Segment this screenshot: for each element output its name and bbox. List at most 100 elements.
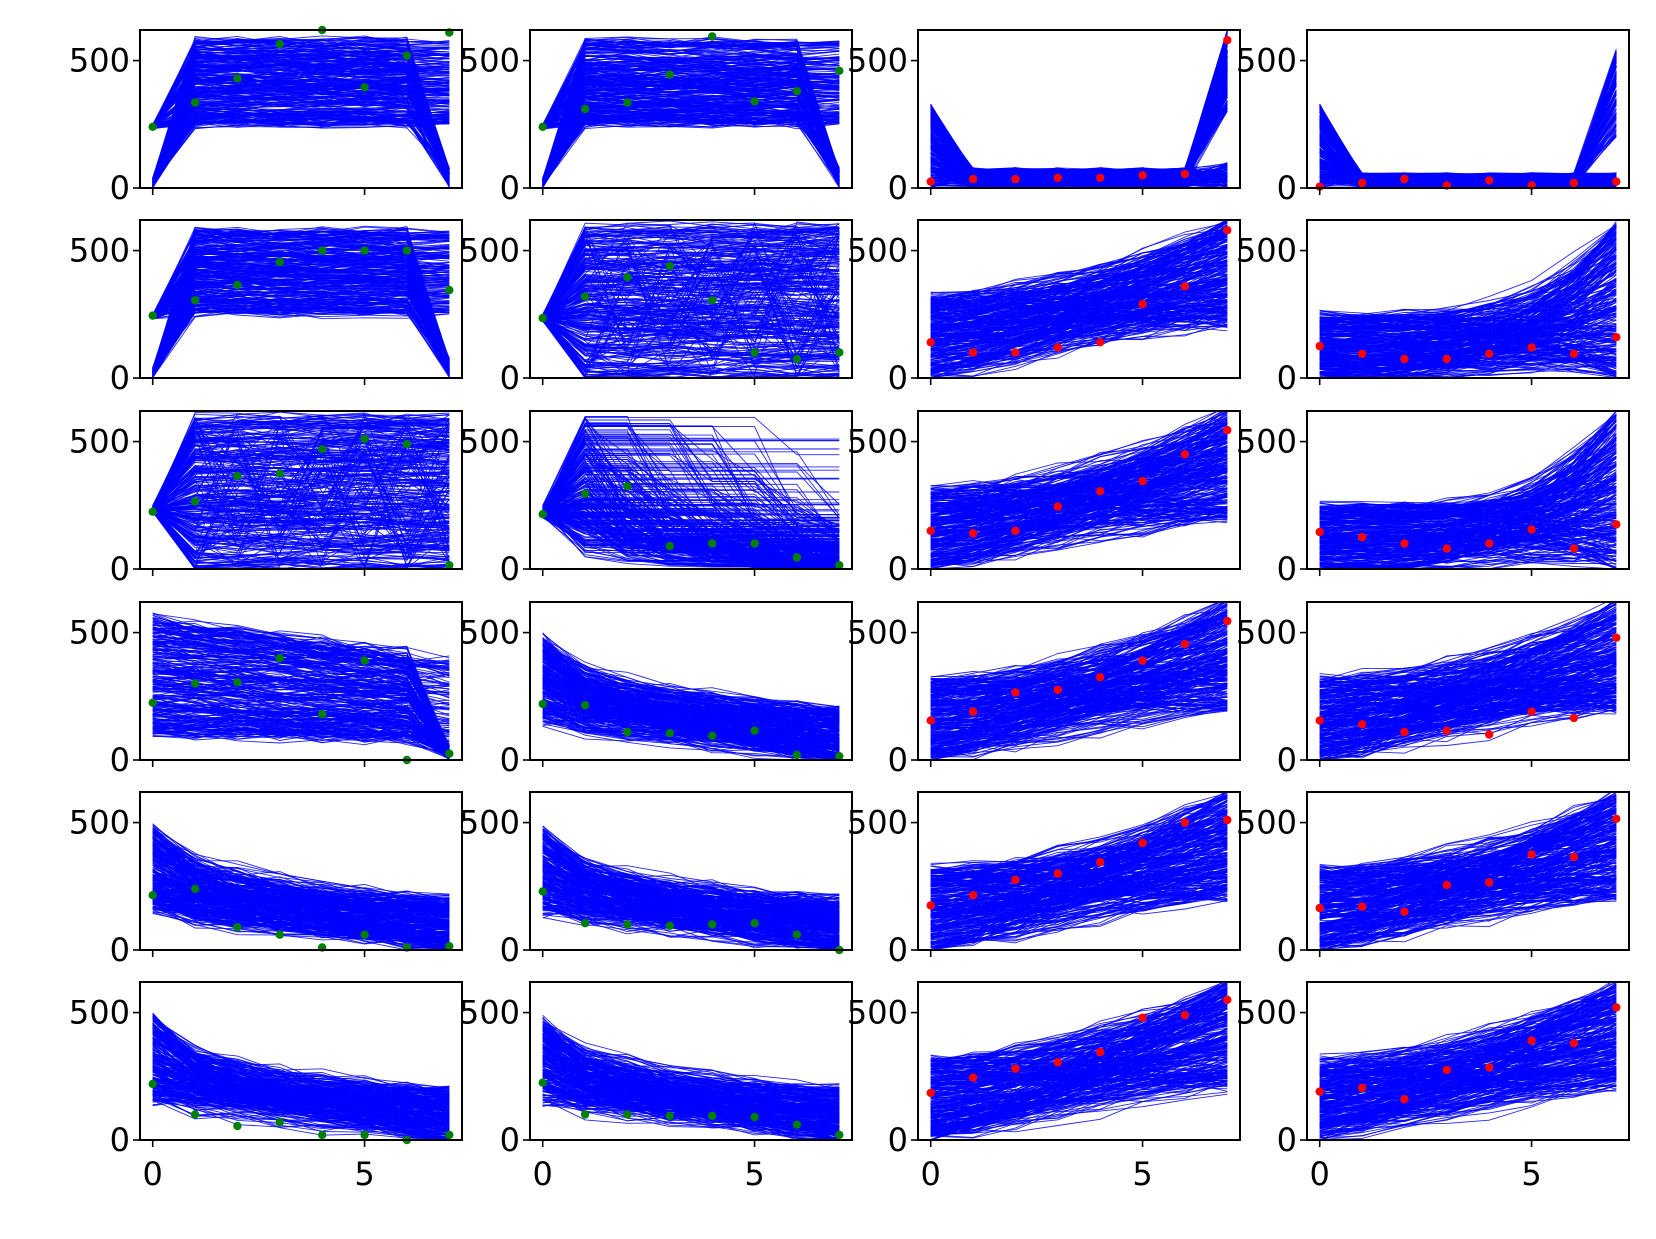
ensemble-line <box>152 724 450 753</box>
ensemble-line <box>1319 66 1617 187</box>
ensemble-line <box>930 316 1228 378</box>
data-point <box>190 679 200 688</box>
ensemble-line <box>152 97 450 188</box>
ensemble-line <box>930 45 1228 188</box>
ensemble-line <box>1319 319 1617 331</box>
ensemble-line <box>152 52 450 186</box>
ensemble-line <box>1319 294 1617 360</box>
ensemble-line <box>152 48 450 186</box>
ensemble-line <box>542 507 840 562</box>
data-point <box>623 482 632 491</box>
ensemble-line <box>930 238 1228 327</box>
ensemble-line <box>542 437 840 544</box>
ensemble-line <box>930 49 1228 186</box>
ensemble-line <box>152 123 450 183</box>
ensemble-line <box>152 429 450 552</box>
ensemble-line <box>542 510 840 568</box>
ensemble-line <box>152 511 450 564</box>
ensemble-line <box>152 275 450 374</box>
ensemble-line <box>152 47 450 188</box>
ensemble-lines <box>930 602 1228 760</box>
ensemble-line <box>152 421 450 512</box>
y-tick-label: 500 <box>69 232 130 270</box>
ensemble-line <box>930 304 1228 337</box>
ensemble-line <box>930 30 1228 188</box>
data-point <box>708 32 717 41</box>
ensemble-line <box>1319 263 1617 362</box>
data-point <box>1400 539 1409 548</box>
ensemble-line <box>152 297 450 373</box>
ensemble-line <box>542 457 840 540</box>
ensemble-line <box>152 48 450 183</box>
ensemble-line <box>542 288 840 368</box>
ensemble-line <box>542 512 840 543</box>
ensemble-line <box>542 112 840 187</box>
data-point <box>538 313 547 323</box>
ensemble-line <box>930 233 1228 345</box>
ensemble-line <box>542 56 840 182</box>
ensemble-line <box>930 40 1228 187</box>
ensemble-line <box>152 494 450 509</box>
ensemble-line <box>1319 77 1617 186</box>
ensemble-lines <box>930 411 1228 569</box>
ensemble-line <box>152 414 450 507</box>
ensemble-line <box>152 617 450 666</box>
ensemble-line <box>542 240 840 365</box>
ensemble-line <box>930 642 1228 703</box>
ensemble-line <box>930 39 1228 186</box>
ensemble-line <box>930 434 1228 497</box>
ensemble-lines <box>542 220 840 378</box>
ensemble-line <box>542 92 840 180</box>
ensemble-line <box>930 44 1228 180</box>
ensemble-line <box>152 505 450 516</box>
ensemble-line <box>152 477 450 513</box>
ensemble-line <box>152 417 450 555</box>
ensemble-line <box>152 659 450 685</box>
ensemble-line <box>1319 57 1617 188</box>
data-point <box>1223 226 1232 235</box>
ensemble-line <box>930 278 1228 302</box>
ensemble-line <box>542 508 840 568</box>
ensemble-line <box>930 30 1228 187</box>
ensemble-line <box>930 66 1228 185</box>
ensemble-line <box>1319 306 1617 366</box>
ensemble-line <box>152 663 450 746</box>
ensemble-line <box>152 673 450 757</box>
ensemble-line <box>930 33 1228 185</box>
ensemble-line <box>930 281 1228 358</box>
ensemble-line <box>930 49 1228 184</box>
ensemble-line <box>1319 425 1617 539</box>
ensemble-line <box>930 52 1228 185</box>
ensemble-line <box>1319 465 1617 547</box>
ensemble-line <box>1319 72 1617 183</box>
ensemble-line <box>152 482 450 535</box>
ensemble-line <box>930 693 1228 742</box>
ensemble-line <box>542 320 840 373</box>
data-point <box>190 98 200 107</box>
ensemble-line <box>930 299 1228 315</box>
ensemble-line <box>152 511 450 559</box>
axes-frame <box>139 410 463 570</box>
ensemble-line <box>930 640 1228 706</box>
ensemble-line <box>1319 56 1617 187</box>
ensemble-line <box>152 426 450 547</box>
ensemble-line <box>1319 85 1617 188</box>
data-point <box>1180 450 1190 459</box>
axes-frame <box>1306 410 1630 570</box>
ensemble-line <box>542 657 840 720</box>
ensemble-line <box>542 315 840 368</box>
data-point <box>665 261 674 271</box>
ensemble-line <box>1319 58 1617 188</box>
ensemble-line <box>1319 48 1617 187</box>
ensemble-line <box>542 264 840 321</box>
ensemble-line <box>1319 89 1617 184</box>
data-point <box>1612 177 1621 186</box>
ensemble-line <box>1319 613 1617 684</box>
data-point <box>360 83 369 92</box>
ensemble-line <box>152 282 450 378</box>
ensemble-line <box>542 234 840 369</box>
ensemble-line <box>930 70 1228 185</box>
ensemble-lines <box>1319 602 1617 760</box>
ensemble-line <box>542 426 840 566</box>
